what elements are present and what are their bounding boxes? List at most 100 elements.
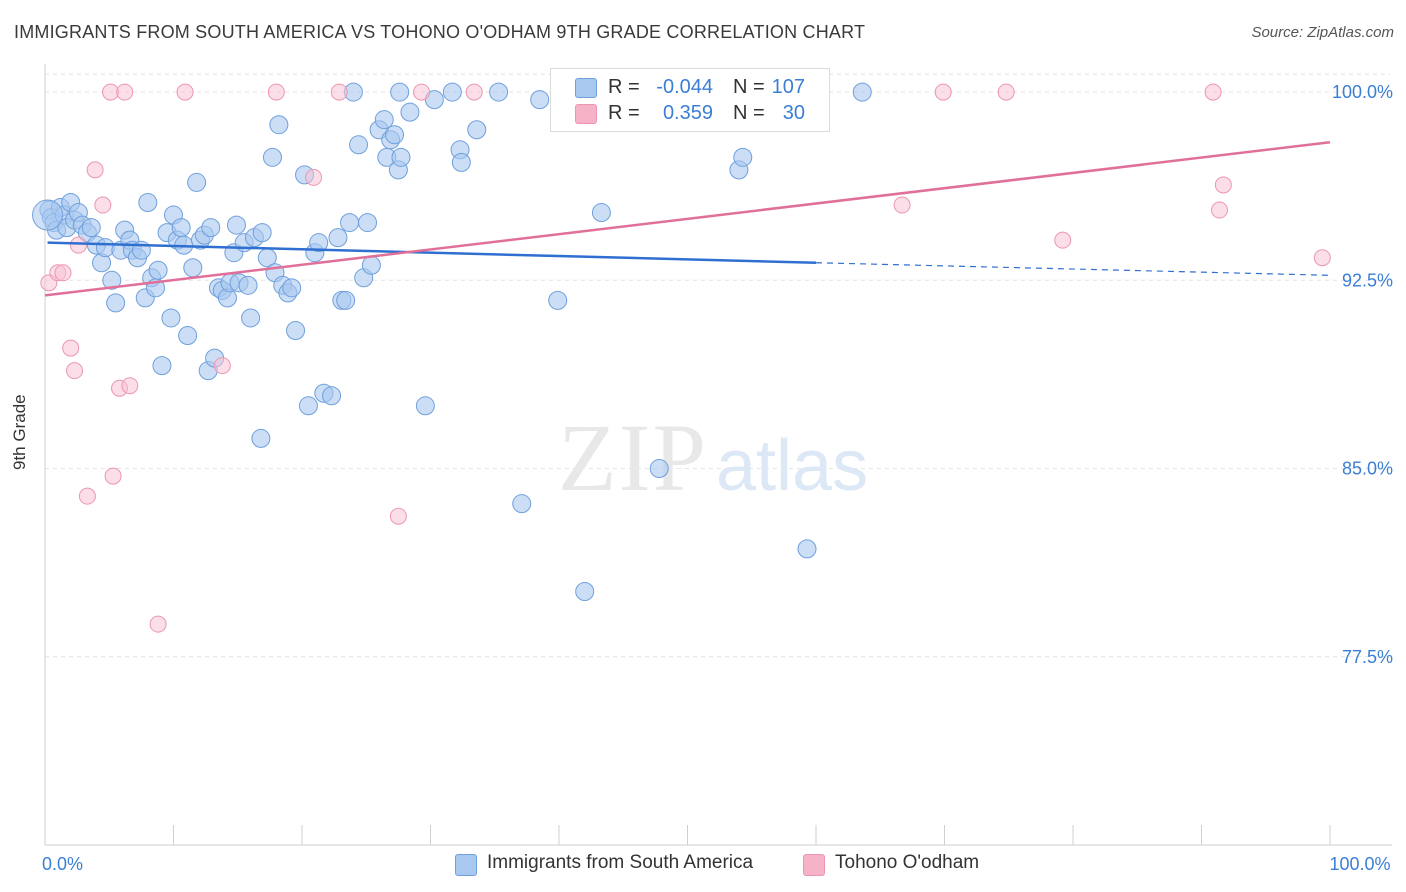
point-tohono [62,339,80,357]
point-immigrants [467,120,487,140]
trend-lines [44,141,1331,297]
point-immigrants [309,233,329,253]
n-label: N = [733,102,765,124]
trend-line-tohono [44,141,1331,297]
point-tohono [94,196,112,214]
point-immigrants-cluster [32,199,64,231]
data-points [32,82,1331,633]
point-tohono [934,83,952,101]
point-tohono [121,377,139,395]
point-immigrants [171,218,191,238]
legend-swatch-pink [575,104,597,124]
point-tohono [267,83,285,101]
legend-label: Tohono O'odham [835,852,980,873]
tick-labels: 100.0% 92.5% 85.0% 77.5% 0.0% 100.0% [42,82,1393,874]
point-tohono [116,83,134,101]
r-value: 0.359 [662,102,713,124]
point-immigrants [390,82,410,102]
stats-legend: R = -0.044 N = 107 R = 0.359 N = 30 [550,68,830,132]
point-immigrants [328,228,348,248]
point-immigrants [322,386,342,406]
n-value: 30 [782,102,805,124]
point-immigrants [733,147,753,167]
watermark: ZIP atlas [558,404,868,511]
point-immigrants [442,82,462,102]
point-tohono [69,236,87,254]
trend-line-immigrants [47,241,817,264]
point-immigrants [852,82,872,102]
legend-swatch-blue [455,854,477,876]
n-label: N = [733,76,765,98]
point-immigrants [649,459,669,479]
point-immigrants [340,213,360,233]
point-immigrants [269,115,289,135]
point-immigrants [512,494,532,514]
y-tick-label: 100.0% [1332,82,1393,102]
point-tohono [54,264,72,282]
legend-swatch-pink [803,854,825,876]
x-tick-label: 0.0% [42,854,83,874]
point-tohono [66,362,84,380]
stats-row-tohono: R = 0.359 N = 30 [551,101,829,127]
point-tohono [1054,231,1072,249]
chart-title: IMMIGRANTS FROM SOUTH AMERICA VS TOHONO … [14,22,866,42]
point-tohono [413,83,431,101]
point-immigrants [451,152,471,172]
watermark-zip: ZIP [558,404,708,511]
n-value: 107 [771,76,805,98]
point-immigrants [575,582,595,602]
source-credit: Source: ZipAtlas.com [1251,24,1394,41]
point-immigrants [241,308,261,328]
point-immigrants [415,396,435,416]
point-tohono [104,467,122,485]
point-tohono [176,83,194,101]
point-immigrants [361,255,381,275]
point-immigrants [238,275,258,295]
point-tohono [86,161,104,179]
legend-label: Immigrants from South America [487,852,754,873]
legend-swatch-blue [575,78,597,98]
point-immigrants [391,147,411,167]
y-axis-label: 9th Grade [10,394,29,470]
point-immigrants [183,258,203,278]
point-immigrants [226,215,246,235]
point-immigrants [591,203,611,223]
point-tohono [213,357,231,375]
point-immigrants [152,356,172,376]
x-tick-label: 100.0% [1329,854,1390,874]
point-tohono [1214,176,1232,194]
point-immigrants [349,135,369,155]
point-immigrants [548,290,568,310]
point-immigrants [385,125,405,145]
y-tick-label: 92.5% [1342,270,1393,290]
point-tohono [149,615,167,633]
stats-row-immigrants: R = -0.044 N = 107 [551,75,829,101]
point-immigrants [400,102,420,122]
grid-lines [45,73,1390,658]
point-immigrants [138,193,158,213]
point-immigrants [358,213,378,233]
point-immigrants [81,218,101,238]
point-tohono [330,83,348,101]
r-label: R = [608,102,640,124]
point-tohono [305,168,323,186]
point-immigrants [148,260,168,280]
y-tick-label: 77.5% [1342,647,1393,667]
r-label: R = [608,76,640,98]
point-immigrants [282,278,302,298]
point-tohono [465,83,483,101]
point-immigrants [161,308,181,328]
point-immigrants [489,82,509,102]
watermark-atlas: atlas [716,426,868,506]
point-tohono [389,507,407,525]
point-immigrants [797,539,817,559]
point-tohono [997,83,1015,101]
r-value: -0.044 [656,76,713,98]
point-immigrants [187,172,207,192]
y-tick-label: 85.0% [1342,459,1393,479]
point-immigrants [298,396,318,416]
point-immigrants [201,218,221,238]
point-immigrants [286,321,306,341]
point-immigrants [178,326,198,346]
